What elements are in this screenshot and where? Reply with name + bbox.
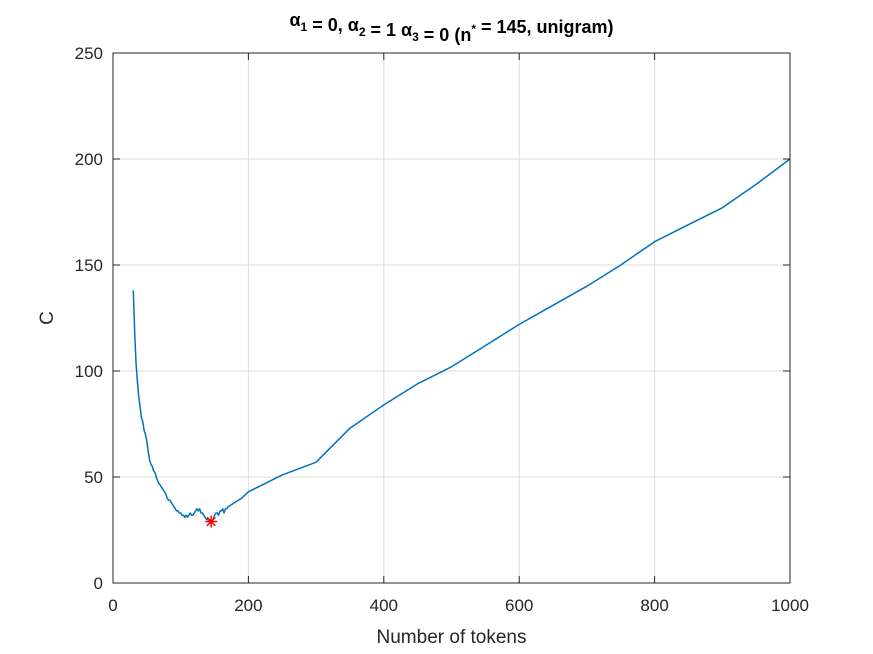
x-tick-label: 0 bbox=[108, 596, 117, 615]
grid bbox=[113, 53, 790, 583]
x-tick-label: 800 bbox=[640, 596, 668, 615]
y-tick-label: 100 bbox=[75, 362, 103, 381]
series-line bbox=[132, 158, 791, 523]
chart-title: α1 = 0, α2 = 1 α3 = 0 (n* = 145, unigram… bbox=[289, 10, 613, 45]
min-point-marker bbox=[205, 515, 218, 528]
y-axis-label: C bbox=[37, 311, 58, 325]
y-tick-label: 0 bbox=[94, 574, 103, 593]
axes-box bbox=[112, 52, 791, 584]
x-tick-label: 200 bbox=[234, 596, 262, 615]
y-tick-label: 200 bbox=[75, 150, 103, 169]
y-tick-label: 250 bbox=[75, 44, 103, 63]
y-tick-label: 50 bbox=[84, 468, 103, 487]
x-tick-label: 1000 bbox=[771, 596, 809, 615]
y-tick-label: 150 bbox=[75, 256, 103, 275]
x-tick-label: 600 bbox=[505, 596, 533, 615]
ticks: 0 200 400 600 800 1000 0 50 100 150 200 250 bbox=[75, 44, 809, 615]
plot-area bbox=[132, 158, 791, 528]
x-tick-label: 400 bbox=[370, 596, 398, 615]
x-axis-label: Number of tokens bbox=[377, 627, 527, 648]
